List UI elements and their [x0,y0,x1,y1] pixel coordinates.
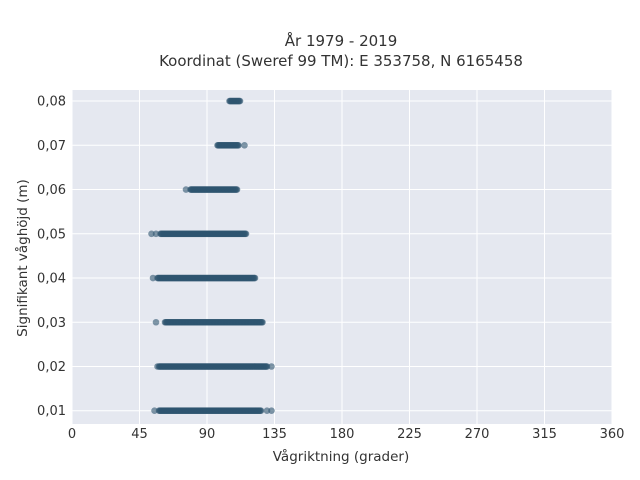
grid-lines [71,90,613,424]
data-point-outlier [152,230,160,238]
x-tick-label: 315 [532,427,557,442]
x-tick-label: 135 [262,427,287,442]
x-tick-label: 180 [330,427,355,442]
data-point [242,230,250,238]
x-tick-label: 360 [600,427,625,442]
data-point [236,97,244,105]
data-point-outlier [152,318,160,326]
y-tick-label: 0,03 [37,316,66,331]
data-point [257,407,265,415]
x-tick-label: 45 [131,427,148,442]
data-point-outlier [149,274,157,282]
data-point [233,186,241,193]
data-point-outlier [268,363,275,370]
y-tick-label: 0,06 [37,183,66,198]
x-tick-label: 270 [465,427,490,442]
data-point-outlier [154,363,161,370]
y-axis-ticks: 0,01 0,02 0,03 0,04 0,05 0,06 0,07 0,08 [37,95,66,420]
y-tick-label: 0,04 [37,272,66,287]
data-point-outlier [241,141,248,149]
x-tick-label: 225 [397,427,422,442]
y-tick-label: 0,02 [37,360,66,375]
data-point-outlier [268,407,275,415]
y-tick-label: 0,05 [37,227,66,242]
chart-title-line1: År 1979 - 2019 [285,31,398,50]
data-point [235,141,242,149]
x-axis-ticks: 0 45 90 135 180 225 270 315 360 [68,427,625,442]
y-tick-label: 0,08 [37,95,66,110]
y-tick-label: 0,01 [37,404,66,419]
y-tick-label: 0,07 [37,139,66,154]
data-point-outlier [182,186,190,193]
chart-title-line2: Koordinat (Sweref 99 TM): E 353758, N 61… [159,52,523,70]
data-point [251,274,259,282]
x-tick-label: 90 [199,427,216,442]
x-axis-label: Vågriktning (grader) [273,448,410,465]
data-points [148,97,275,415]
data-point [259,318,266,326]
x-tick-label: 0 [68,427,76,442]
y-axis-label: Signifikant våghöjd (m) [14,179,31,337]
data-point-outlier [151,407,158,415]
